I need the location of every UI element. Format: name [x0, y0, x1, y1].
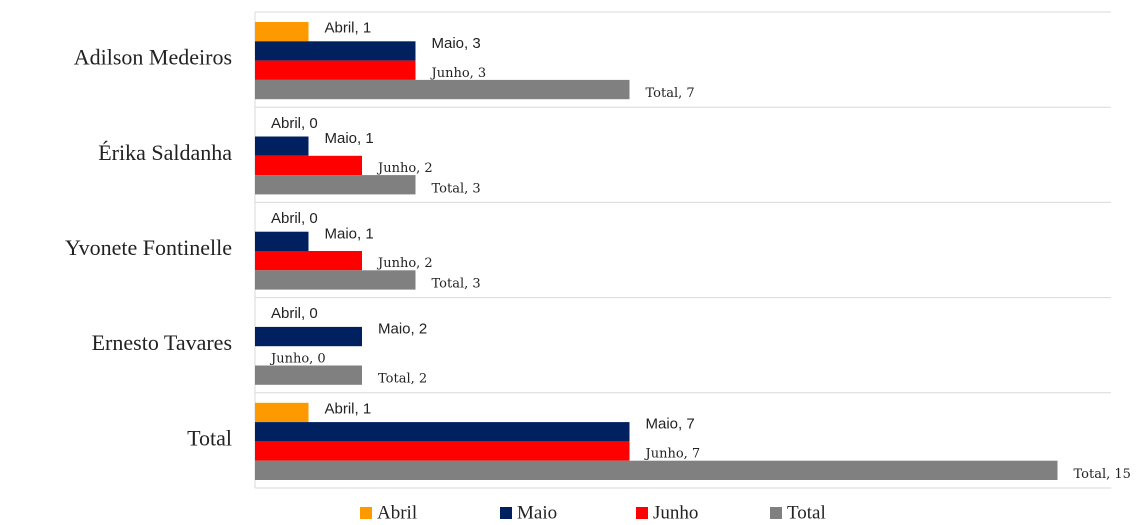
legend-swatch — [360, 507, 372, 519]
bar — [255, 251, 362, 271]
bar — [255, 175, 416, 195]
legend-swatch — [500, 507, 512, 519]
data-label: Maio, 3 — [432, 35, 481, 52]
data-label: Junho, 0 — [269, 351, 326, 366]
category-label: Érika Saldanha — [98, 140, 232, 165]
bar — [255, 22, 309, 42]
bar — [255, 402, 309, 423]
bar — [255, 60, 416, 80]
data-label: Maio, 7 — [646, 416, 695, 433]
data-label: Total, 15 — [1074, 467, 1131, 482]
bar — [255, 155, 362, 176]
category-label: Total — [187, 425, 232, 450]
data-label: Junho, 3 — [430, 66, 487, 81]
bar — [255, 460, 1058, 480]
data-label: Junho, 2 — [376, 161, 433, 176]
bar — [255, 441, 630, 461]
bar — [255, 231, 309, 251]
data-label: Abril, 0 — [271, 210, 318, 227]
data-label: Abril, 0 — [271, 305, 318, 322]
data-label: Maio, 1 — [325, 130, 374, 147]
legend-label: Total — [787, 502, 826, 523]
category-label: Yvonete Fontinelle — [65, 235, 232, 260]
legend-label: Abril — [377, 502, 417, 523]
bar — [255, 270, 416, 290]
legend-label: Maio — [517, 502, 557, 523]
bar — [255, 41, 416, 61]
bar — [255, 326, 362, 347]
data-label: Total, 3 — [432, 276, 481, 291]
data-label: Maio, 1 — [325, 225, 374, 242]
bar — [255, 79, 630, 100]
legend-swatch — [770, 507, 782, 519]
category-label: Adilson Medeiros — [74, 45, 232, 70]
data-label: Maio, 2 — [378, 321, 427, 338]
data-label: Junho, 7 — [644, 447, 701, 462]
data-label: Total, 7 — [646, 86, 695, 101]
legend-label: Junho — [653, 502, 698, 523]
data-label: Abril, 1 — [325, 20, 372, 37]
legend-swatch — [636, 507, 648, 519]
bar — [255, 136, 309, 156]
data-label: Junho, 2 — [376, 256, 433, 271]
bar — [255, 422, 630, 442]
bar — [255, 365, 362, 385]
data-label: Abril, 0 — [271, 115, 318, 132]
category-label: Ernesto Tavares — [92, 330, 232, 355]
data-label: Total, 3 — [432, 181, 481, 196]
data-label: Abril, 1 — [325, 400, 372, 417]
data-label: Total, 2 — [378, 372, 427, 387]
